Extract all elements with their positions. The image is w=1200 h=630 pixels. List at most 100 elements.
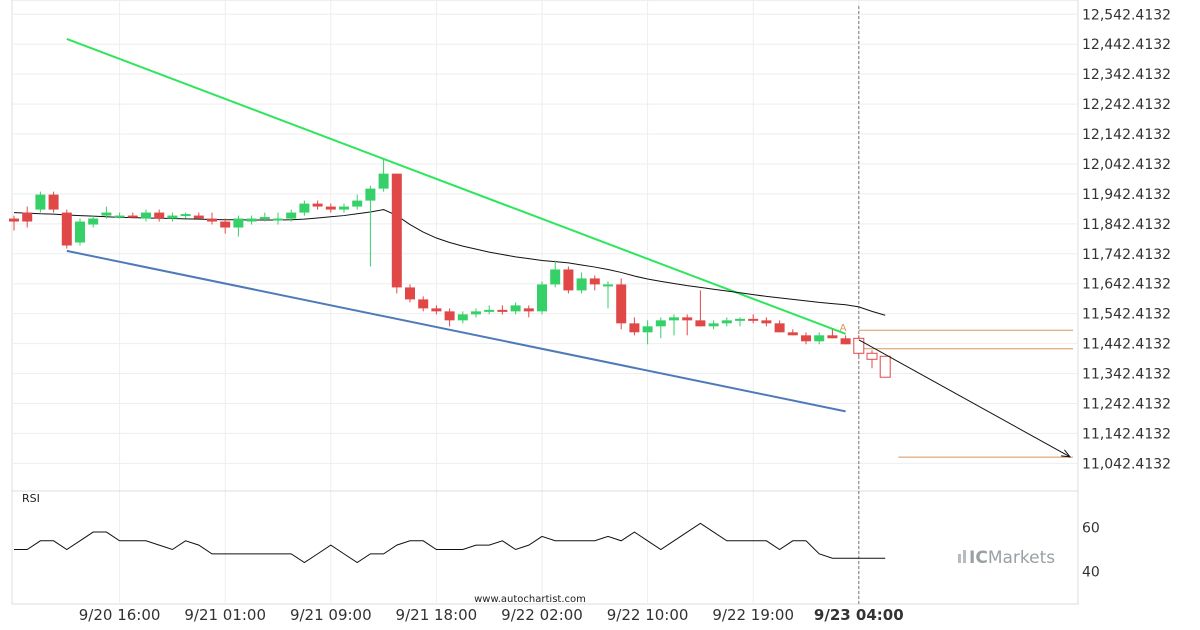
rsi-tick-label: 40 [1082, 564, 1100, 580]
y-axis-tick-labels: 12,542.4132 12,442.4132 12,342.4132 12,242.… [1082, 7, 1171, 472]
candle-body [497, 309, 508, 312]
candle-body [220, 221, 231, 228]
candle-body [537, 284, 547, 312]
lower-trendline [66, 249, 846, 413]
y-tick-label: 12,442.4132 [1082, 37, 1171, 53]
candle-body [563, 269, 574, 291]
svg-text:ICMarkets: ICMarkets [969, 548, 1055, 568]
candle-body [48, 194, 59, 210]
candle-body [378, 173, 389, 189]
candle-body [418, 299, 429, 309]
candle-body [75, 221, 85, 243]
candle-body [114, 215, 125, 218]
candle-body [391, 173, 402, 288]
x-tick-label: 9/21 09:00 [290, 606, 372, 624]
y-tick-label: 11,042.4132 [1082, 456, 1171, 472]
candle-body [286, 212, 297, 219]
candle-body [866, 352, 878, 360]
y-tick-label: 11,542.4132 [1082, 307, 1171, 323]
candle-body [127, 215, 138, 218]
candle-body [35, 194, 46, 210]
candle-body [642, 326, 653, 333]
candle-body [879, 355, 891, 378]
watermark-url: www.autochartist.com [474, 594, 586, 605]
y-tick-label: 11,842.4132 [1082, 217, 1171, 233]
candle-body [273, 218, 283, 221]
candle-body [801, 335, 811, 342]
candle-body [603, 284, 613, 287]
candle-body [61, 212, 72, 246]
candle-body [682, 317, 693, 321]
candle-body [9, 218, 19, 222]
candle-body [444, 311, 455, 321]
candle-body [853, 337, 865, 354]
candle-body [325, 206, 336, 210]
candle-body [550, 269, 561, 285]
x-tick-label: 9/21 18:00 [396, 606, 478, 624]
candle-body [167, 215, 178, 219]
y-tick-label: 11,642.4132 [1082, 277, 1171, 293]
candle-body [22, 212, 33, 222]
candle-body [655, 320, 666, 327]
candle-body [774, 323, 785, 333]
x-axis-tick-labels: 9/20 16:00 9/21 01:00 9/21 09:00 9/21 18:00… [79, 606, 904, 624]
x-tick-label: 9/21 01:00 [184, 606, 266, 624]
y-tick-label: 12,042.4132 [1082, 157, 1171, 173]
candle-body [299, 203, 310, 213]
y-tick-label: 12,242.4132 [1082, 97, 1171, 113]
y-tick-label: 11,342.4132 [1082, 367, 1171, 383]
series-layer: A [9, 6, 1073, 604]
candle-body [365, 188, 376, 201]
candle-body [761, 320, 772, 324]
candle-body [88, 218, 99, 225]
rsi-line [14, 522, 886, 564]
y-tick-label: 12,142.4132 [1082, 127, 1171, 143]
candle-body [814, 335, 825, 342]
candle-body [405, 287, 415, 300]
candle-body [431, 308, 442, 312]
y-tick-label: 12,342.4132 [1082, 67, 1171, 83]
x-tick-label: 9/20 16:00 [79, 606, 161, 624]
x-tick-label: 9/22 02:00 [501, 606, 583, 624]
candle-body [669, 317, 679, 321]
candle-body [101, 212, 112, 216]
candle-body [233, 218, 244, 228]
candle-body [246, 218, 257, 222]
candle-body [695, 320, 706, 327]
candle-body [748, 318, 759, 321]
y-tick-label: 11,142.4132 [1082, 426, 1171, 442]
y-tick-label: 11,442.4132 [1082, 337, 1171, 353]
forecast-arrowhead [1060, 449, 1072, 458]
rsi-tick-label: 60 [1082, 521, 1100, 537]
candle-body [141, 212, 151, 219]
candle-body [352, 200, 363, 207]
candle-body [523, 308, 534, 312]
y-tick-label: 12,542.4132 [1082, 7, 1171, 23]
candle-body [339, 206, 349, 210]
candle-body [576, 278, 587, 291]
brand-prefix: IC [969, 548, 988, 568]
candle-body [735, 318, 745, 321]
rsi-panel-label: RSI [22, 492, 40, 505]
candle-body [827, 335, 838, 339]
candle-body [629, 323, 640, 333]
candle-body [259, 217, 270, 220]
y-tick-label: 11,242.4132 [1082, 396, 1171, 412]
forecast-arrow-line [858, 339, 1071, 458]
rsi-axis-tick-labels: 60 40 [1082, 521, 1100, 581]
candle-body [616, 284, 627, 324]
x-tick-label: 9/22 10:00 [607, 606, 689, 624]
x-tick-label: 9/23 04:00 [814, 606, 904, 624]
candle-body [787, 332, 798, 336]
candle-body [484, 309, 495, 312]
candle-body [312, 203, 323, 207]
candle-body [840, 338, 851, 345]
candle-body [589, 278, 600, 285]
y-tick-label: 11,942.4132 [1082, 187, 1171, 203]
candle-body [207, 218, 217, 222]
upper-trendline [66, 37, 846, 335]
grid [11, 0, 1079, 605]
candle-body [471, 311, 481, 315]
candle-body [721, 320, 732, 324]
